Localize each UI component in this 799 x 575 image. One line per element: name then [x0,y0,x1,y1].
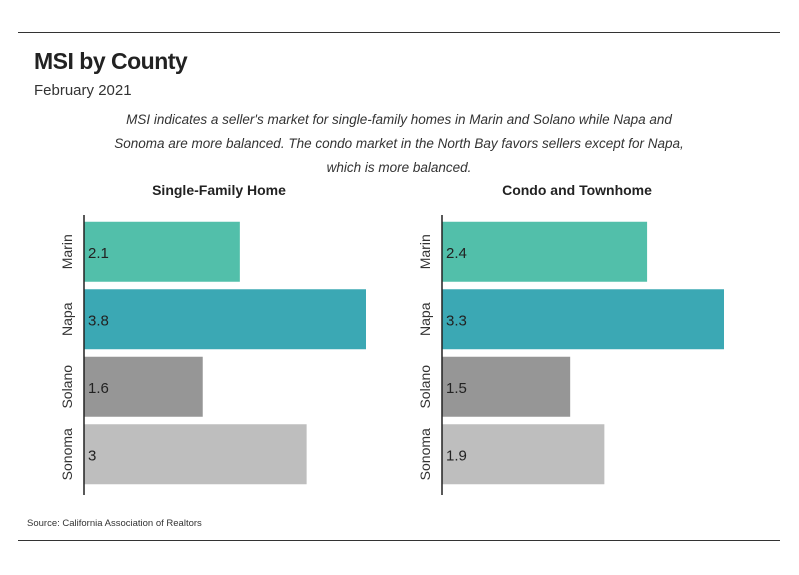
bar-napa [442,289,724,350]
bar-marin [442,221,648,282]
page-subtitle: February 2021 [34,82,132,99]
chart-description: MSI indicates a seller's market for sing… [114,112,684,175]
category-label-sonoma: Sonoma [417,428,433,480]
category-label-napa: Napa [59,302,75,336]
value-label-napa: 3.8 [88,312,109,329]
category-label-napa: Napa [417,302,433,336]
category-label-sonoma: Sonoma [59,428,75,480]
bar-napa [84,289,366,350]
source-note: Source: California Association of Realto… [27,518,202,529]
category-label-marin: Marin [417,234,433,269]
category-label-solano: Solano [417,365,433,409]
bar-sonoma [442,424,605,485]
bar-marin [84,221,240,282]
value-label-marin: 2.1 [88,245,109,262]
single-family-chart-svg: 2.1 Marin 3.8 Napa 1.6 Solano 3 Sonoma [59,215,366,495]
single-family-chart-title: Single-Family Home [152,182,286,198]
value-label-sonoma: 3 [88,447,96,464]
single-family-chart: Single-Family Home 2.1 Marin 3.8 Napa 1.6 Sol… [59,175,424,500]
value-label-solano: 1.6 [88,380,109,397]
top-rule [18,32,780,33]
condo-townhome-chart-title: Condo and Townhome [502,182,652,198]
bottom-rule [18,540,780,541]
bar-solano [442,356,571,417]
value-label-napa: 3.3 [446,312,467,329]
category-label-marin: Marin [59,234,75,269]
category-label-solano: Solano [59,365,75,409]
value-label-solano: 1.5 [446,380,467,397]
condo-townhome-chart-svg: 2.4 Marin 3.3 Napa 1.5 Solano 1.9 Sonoma [417,215,724,495]
condo-townhome-chart: Condo and Townhome 2.4 Marin 3.3 Napa 1.5 Sol… [417,175,782,500]
bar-sonoma [84,424,307,485]
value-label-sonoma: 1.9 [446,447,467,464]
value-label-marin: 2.4 [446,245,467,262]
page-title: MSI by County [34,48,188,74]
bar-solano [84,356,203,417]
